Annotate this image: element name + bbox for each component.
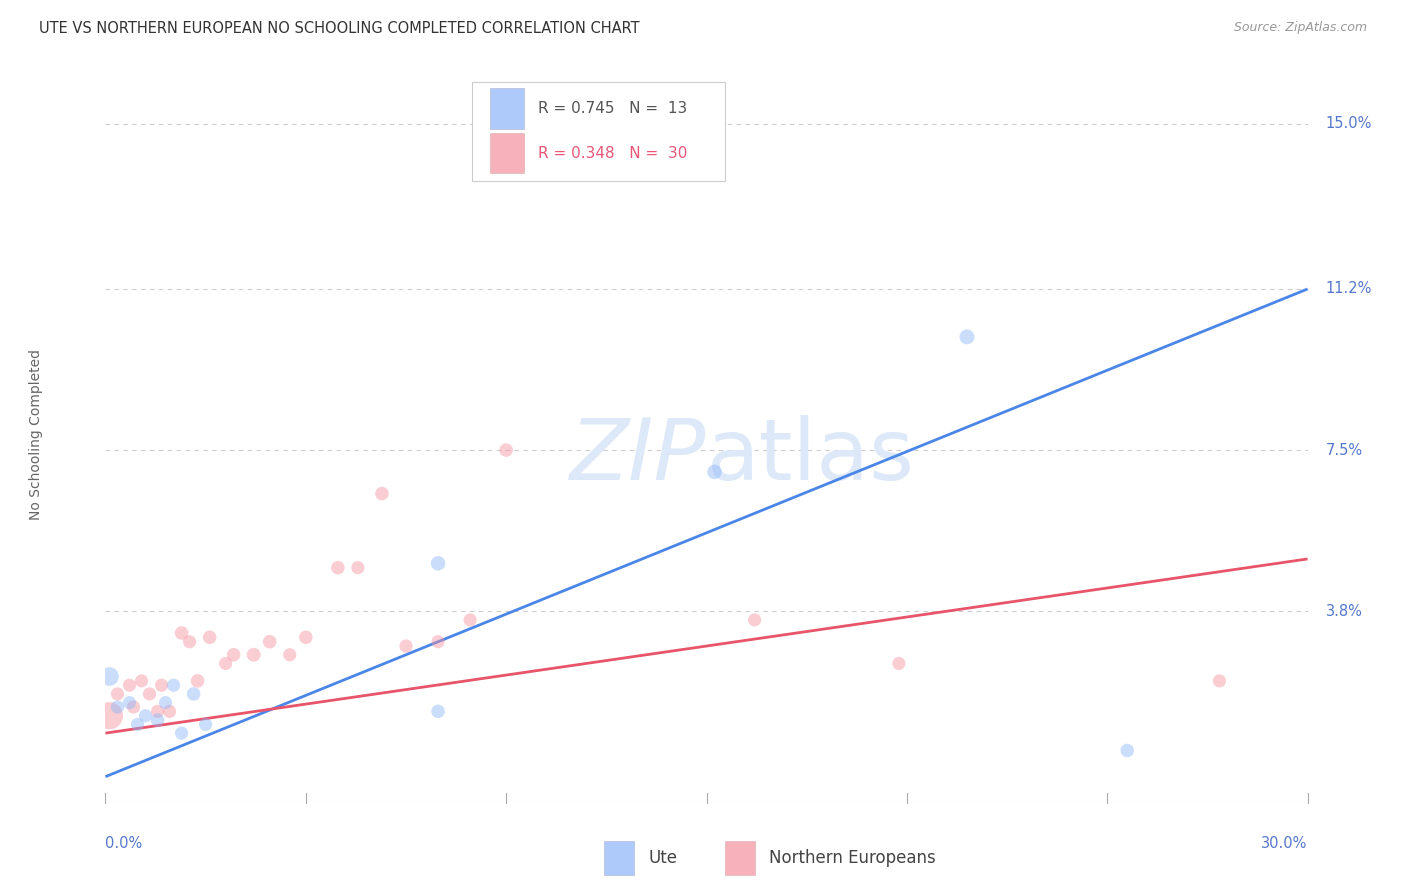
Text: Northern Europeans: Northern Europeans bbox=[769, 849, 936, 867]
Point bbox=[278, 648, 301, 662]
Text: 7.5%: 7.5% bbox=[1326, 442, 1362, 458]
Point bbox=[427, 704, 450, 718]
Point bbox=[146, 713, 169, 727]
Point bbox=[98, 708, 121, 723]
Text: 11.2%: 11.2% bbox=[1326, 282, 1372, 296]
Point bbox=[214, 657, 236, 671]
Point bbox=[703, 465, 725, 479]
Point bbox=[135, 708, 157, 723]
Point bbox=[131, 673, 153, 688]
Point bbox=[1208, 673, 1230, 688]
Point bbox=[427, 557, 450, 571]
Point bbox=[107, 687, 129, 701]
Text: UTE VS NORTHERN EUROPEAN NO SCHOOLING COMPLETED CORRELATION CHART: UTE VS NORTHERN EUROPEAN NO SCHOOLING CO… bbox=[39, 21, 640, 36]
Point bbox=[744, 613, 766, 627]
Point bbox=[242, 648, 264, 662]
Point bbox=[150, 678, 173, 692]
Point bbox=[159, 704, 181, 718]
Point bbox=[107, 700, 129, 714]
Point bbox=[198, 630, 221, 644]
Text: Source: ZipAtlas.com: Source: ZipAtlas.com bbox=[1233, 21, 1367, 34]
Point bbox=[427, 634, 450, 648]
Text: 0.0%: 0.0% bbox=[105, 836, 142, 851]
FancyBboxPatch shape bbox=[491, 88, 524, 128]
Point bbox=[194, 717, 217, 731]
Point bbox=[155, 696, 177, 710]
FancyBboxPatch shape bbox=[491, 133, 524, 173]
Point bbox=[259, 634, 281, 648]
Point bbox=[118, 696, 141, 710]
FancyBboxPatch shape bbox=[605, 841, 634, 874]
Point bbox=[118, 678, 141, 692]
Point bbox=[162, 678, 184, 692]
Point bbox=[170, 626, 193, 640]
Text: ZIP: ZIP bbox=[571, 416, 707, 499]
Text: No Schooling Completed: No Schooling Completed bbox=[28, 350, 42, 520]
Point bbox=[222, 648, 245, 662]
Text: 15.0%: 15.0% bbox=[1326, 116, 1372, 131]
FancyBboxPatch shape bbox=[472, 82, 724, 181]
Point bbox=[371, 486, 394, 500]
Text: Ute: Ute bbox=[648, 849, 678, 867]
Point bbox=[179, 634, 201, 648]
Point bbox=[170, 726, 193, 740]
Point bbox=[127, 717, 149, 731]
Text: 30.0%: 30.0% bbox=[1261, 836, 1308, 851]
Point bbox=[458, 613, 481, 627]
Text: R = 0.348   N =  30: R = 0.348 N = 30 bbox=[538, 145, 688, 161]
Point bbox=[395, 639, 418, 653]
Point bbox=[98, 669, 121, 683]
Point bbox=[326, 560, 349, 574]
Point bbox=[956, 330, 979, 344]
Point bbox=[187, 673, 209, 688]
Text: 3.8%: 3.8% bbox=[1326, 604, 1362, 619]
Text: R = 0.745   N =  13: R = 0.745 N = 13 bbox=[538, 101, 688, 116]
Point bbox=[122, 700, 145, 714]
Point bbox=[479, 125, 502, 139]
FancyBboxPatch shape bbox=[724, 841, 755, 874]
Point bbox=[138, 687, 160, 701]
Point bbox=[183, 687, 205, 701]
Text: atlas: atlas bbox=[707, 416, 914, 499]
Point bbox=[1116, 743, 1139, 757]
Point bbox=[887, 657, 910, 671]
Point bbox=[295, 630, 318, 644]
Point bbox=[495, 443, 517, 458]
Point bbox=[347, 560, 370, 574]
Point bbox=[146, 704, 169, 718]
